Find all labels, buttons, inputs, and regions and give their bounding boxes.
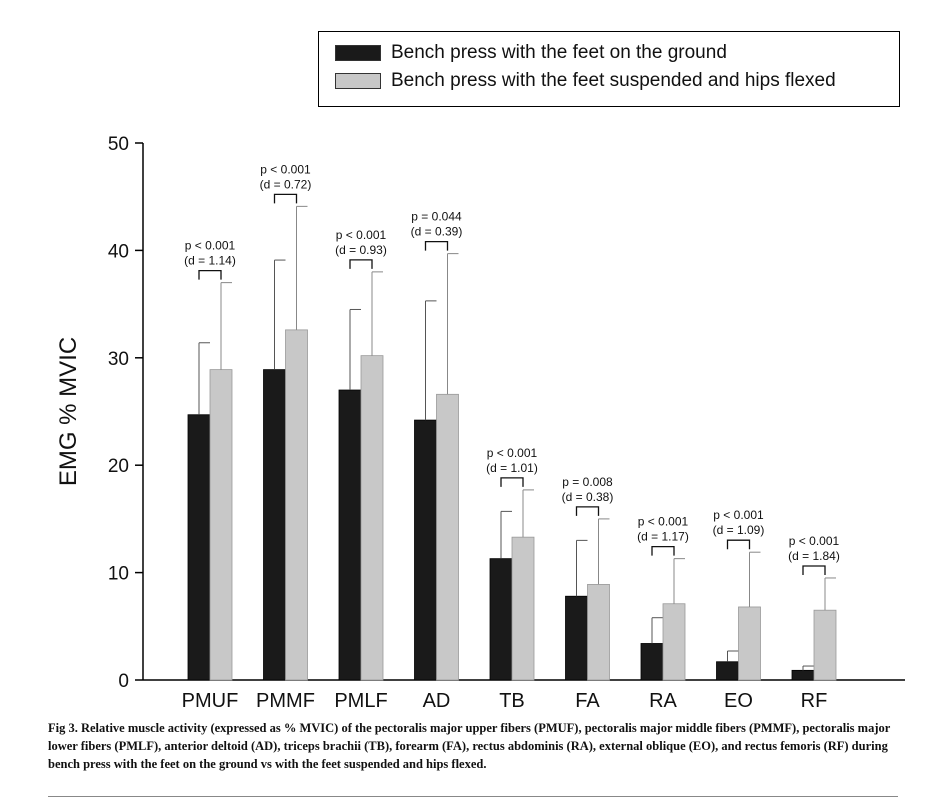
x-tick-label: PMLF xyxy=(334,690,387,712)
bar-ground xyxy=(187,414,211,681)
bar-ground xyxy=(565,595,588,681)
caption-text: Relative muscle activity (expressed as %… xyxy=(48,721,891,771)
legend-item-ground: Bench press with the feet on the ground xyxy=(335,42,727,64)
significance-bracket xyxy=(198,269,222,280)
significance-bracket xyxy=(424,240,449,251)
p-value-label: p < 0.001 xyxy=(713,508,764,522)
significance-bracket xyxy=(575,506,600,516)
legend-item-suspended: Bench press with the feet suspended and … xyxy=(335,70,836,92)
y-axis-label: EMG % MVIC xyxy=(55,337,82,486)
p-value-label: p < 0.001 xyxy=(487,446,538,460)
y-tick-label: 10 xyxy=(108,564,129,585)
bar-ground xyxy=(338,389,362,681)
y-tick-label: 0 xyxy=(118,671,129,692)
y-tick-label: 40 xyxy=(108,241,129,262)
effect-size-label: (d = 0.38) xyxy=(562,490,614,504)
caption-label: Fig 3. xyxy=(48,721,78,735)
bar-suspended xyxy=(360,355,384,681)
significance-bracket xyxy=(273,193,298,204)
significance-bracket xyxy=(349,259,373,269)
x-tick-label: PMMF xyxy=(256,690,315,712)
p-value-label: p < 0.001 xyxy=(638,515,689,529)
x-tick-label: EO xyxy=(724,690,753,712)
effect-size-label: (d = 1.17) xyxy=(637,530,689,544)
bar-ground xyxy=(716,661,739,681)
bar-ground xyxy=(263,369,286,681)
x-tick-label: AD xyxy=(423,690,451,712)
p-value-label: p < 0.001 xyxy=(336,228,387,242)
significance-bracket xyxy=(802,565,826,575)
x-tick-label: PMUF xyxy=(182,690,239,712)
p-value-label: p < 0.001 xyxy=(789,534,840,548)
bar-suspended xyxy=(738,606,761,681)
y-tick-label: 50 xyxy=(108,134,129,155)
legend-label-suspended: Bench press with the feet suspended and … xyxy=(391,70,836,91)
bar-suspended xyxy=(587,584,610,681)
bar-ground xyxy=(414,419,437,681)
p-value-label: p = 0.044 xyxy=(411,210,462,224)
significance-bracket xyxy=(651,545,675,556)
effect-size-label: (d = 0.93) xyxy=(335,243,387,257)
bar-suspended xyxy=(813,609,837,681)
effect-size-label: (d = 1.01) xyxy=(486,461,538,475)
effect-size-label: (d = 1.14) xyxy=(184,254,236,268)
legend-swatch-suspended xyxy=(335,73,381,89)
effect-size-label: (d = 0.39) xyxy=(411,225,463,239)
bar-suspended xyxy=(209,369,233,681)
legend-label-ground: Bench press with the feet on the ground xyxy=(391,42,727,63)
bar-suspended xyxy=(662,603,686,681)
x-tick-label: TB xyxy=(499,690,525,712)
significance-bracket xyxy=(500,477,524,487)
bar-suspended xyxy=(511,536,535,681)
bar-suspended xyxy=(436,393,459,681)
figure-caption: Fig 3. Relative muscle activity (express… xyxy=(48,719,896,773)
bar-ground xyxy=(489,558,513,681)
x-tick-label: RF xyxy=(801,690,828,712)
bar-ground xyxy=(791,669,815,681)
legend-swatch-ground xyxy=(335,45,381,61)
y-tick-label: 30 xyxy=(108,349,129,370)
effect-size-label: (d = 1.84) xyxy=(788,549,840,563)
p-value-label: p < 0.001 xyxy=(260,162,311,176)
y-tick-label: 20 xyxy=(108,456,129,477)
p-value-label: p = 0.008 xyxy=(562,475,613,489)
bar-ground xyxy=(640,643,664,681)
bar-suspended xyxy=(285,329,308,681)
p-value-label: p < 0.001 xyxy=(185,239,236,253)
legend: Bench press with the feet on the ground … xyxy=(318,31,900,107)
significance-bracket xyxy=(726,539,751,550)
effect-size-label: (d = 0.72) xyxy=(260,177,312,191)
effect-size-label: (d = 1.09) xyxy=(713,523,765,537)
x-tick-label: FA xyxy=(575,690,600,712)
caption-divider xyxy=(48,796,898,797)
x-tick-label: RA xyxy=(649,690,677,712)
